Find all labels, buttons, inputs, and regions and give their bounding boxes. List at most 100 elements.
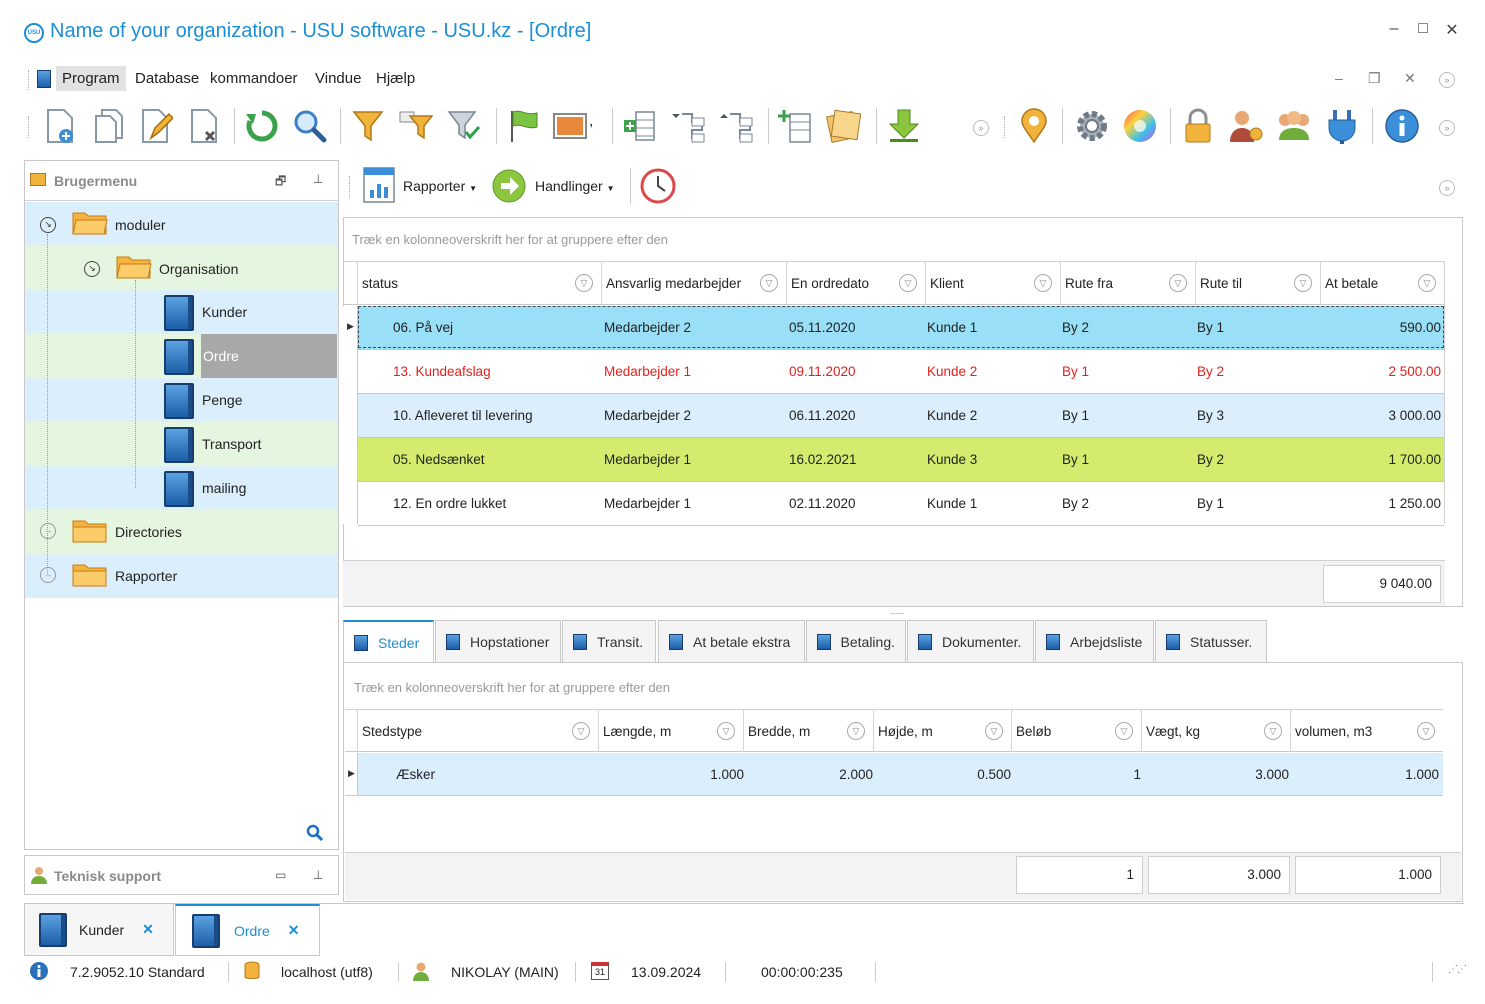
search-tree-icon[interactable] <box>306 824 324 842</box>
filter-settings-icon[interactable] <box>396 106 436 146</box>
clock-icon[interactable] <box>640 168 676 204</box>
refresh-icon[interactable] <box>242 106 282 146</box>
menu-more-icon[interactable]: » <box>1439 72 1455 88</box>
reports-dropdown[interactable]: Rapporter ▼ <box>403 178 477 194</box>
menu-kommandoer[interactable]: kommandoer <box>210 70 298 87</box>
resize-grip-icon[interactable]: ⋰⋰ <box>1448 964 1467 975</box>
tab-transit[interactable]: Transit. <box>562 620 656 662</box>
mdi-minimize-button[interactable]: – <box>1335 70 1343 86</box>
expand-rapporter-icon[interactable]: → <box>40 567 56 583</box>
collapse-tree-icon[interactable] <box>716 106 756 146</box>
close-tab-icon[interactable]: ✕ <box>287 922 300 938</box>
download-icon[interactable] <box>884 106 924 146</box>
picture-icon[interactable] <box>552 106 592 146</box>
close-button[interactable]: ✕ <box>1445 22 1459 39</box>
mdi-restore-button[interactable]: ❐ <box>1368 70 1381 86</box>
tab-betaling[interactable]: Betaling. <box>806 620 906 662</box>
col-header-laengde[interactable]: Længde, m ▽ <box>599 710 744 752</box>
menu-program[interactable]: Program <box>56 66 126 91</box>
subtoolbar-overflow-icon[interactable]: » <box>1439 180 1455 196</box>
filter-icon[interactable]: ▽ <box>1169 274 1187 292</box>
tab-statusser[interactable]: Statusser. <box>1155 620 1267 662</box>
minimize-button[interactable]: – <box>1389 20 1399 37</box>
col-header-stedstype[interactable]: Stedstype ▽ <box>358 710 599 752</box>
actions-icon[interactable] <box>491 168 527 204</box>
map-pin-icon[interactable] <box>1014 106 1054 146</box>
table-row[interactable]: 10. Afleveret til levering Medarbejder 2 0… <box>358 394 1444 438</box>
add-row-icon[interactable] <box>776 106 816 146</box>
filter-icon[interactable]: ▽ <box>717 722 735 740</box>
col-header-ansvarlig[interactable]: Ansvarlig medarbejder ▽ <box>602 262 787 304</box>
col-header-volumen[interactable]: volumen, m3 ▽ <box>1291 710 1443 752</box>
filter-icon[interactable]: ▽ <box>575 274 593 292</box>
col-header-hojde[interactable]: Højde, m ▽ <box>874 710 1012 752</box>
toolbar-overflow-icon[interactable]: » <box>1439 120 1455 136</box>
filter-icon[interactable]: ▽ <box>1115 722 1133 740</box>
doc-tab-ordre[interactable]: Ordre ✕ <box>175 904 320 956</box>
mdi-close-button[interactable]: ✕ <box>1404 70 1416 86</box>
menu-database[interactable]: Database <box>135 70 200 87</box>
close-tab-icon[interactable]: ✕ <box>142 921 154 937</box>
col-header-bredde[interactable]: Bredde, m ▽ <box>744 710 874 752</box>
copy-icon[interactable] <box>88 106 128 146</box>
splitter-handle[interactable]: ········ <box>890 609 904 618</box>
toolbar-overflow-icon[interactable]: » <box>973 120 989 136</box>
menu-hjaelp[interactable]: Hjælp <box>376 70 416 87</box>
table-row[interactable]: Æsker 1.000 2.000 0.500 1 3.000 1.000 <box>358 753 1443 796</box>
add-column-icon[interactable] <box>620 106 660 146</box>
users-group-icon[interactable] <box>1274 106 1314 146</box>
col-header-belob[interactable]: Beløb ▽ <box>1012 710 1142 752</box>
tree-node-organisation[interactable] <box>25 246 338 290</box>
filter-icon[interactable]: ▽ <box>572 722 590 740</box>
panel-float-button[interactable]: 🗗 <box>275 174 287 188</box>
filter-apply-icon[interactable] <box>444 106 484 146</box>
filter-icon[interactable]: ▽ <box>760 274 778 292</box>
filter-icon[interactable]: ▽ <box>1418 274 1436 292</box>
maximize-button[interactable]: □ <box>1418 20 1428 37</box>
col-header-status[interactable]: status ▽ <box>358 262 602 304</box>
col-header-vaegt[interactable]: Vægt, kg ▽ <box>1142 710 1291 752</box>
col-header-rute-til[interactable]: Rute til ▽ <box>1196 262 1321 304</box>
filter-icon[interactable]: ▽ <box>1264 722 1282 740</box>
menu-vindue[interactable]: Vindue <box>315 70 362 87</box>
col-header-at-betale[interactable]: At betale ▽ <box>1321 262 1444 304</box>
doc-tab-kunder[interactable]: Kunder ✕ <box>24 904 174 956</box>
new-record-icon[interactable] <box>40 106 80 146</box>
col-header-ordredato[interactable]: En ordredato ▽ <box>787 262 926 304</box>
gear-icon[interactable] <box>1072 106 1112 146</box>
notes-icon[interactable] <box>824 106 864 146</box>
color-wheel-icon[interactable] <box>1120 106 1160 146</box>
expand-tree-icon[interactable] <box>668 106 708 146</box>
filter-icon[interactable]: ▽ <box>1417 722 1435 740</box>
support-pin-button[interactable]: ⊥ <box>313 868 324 882</box>
filter-icon[interactable]: ▽ <box>1034 274 1052 292</box>
collapse-moduler-icon[interactable]: ↘ <box>40 217 56 233</box>
flag-icon[interactable] <box>504 106 544 146</box>
filter-icon[interactable]: ▽ <box>847 722 865 740</box>
tab-at-betale-ekstra[interactable]: At betale ekstra <box>658 620 805 662</box>
col-header-klient[interactable]: Klient ▽ <box>926 262 1061 304</box>
reports-icon[interactable] <box>362 166 396 204</box>
table-row[interactable]: 12. En ordre lukket Medarbejder 1 02.11.20… <box>358 482 1444 526</box>
support-restore-button[interactable]: ▭ <box>275 868 287 882</box>
lock-icon[interactable] <box>1178 106 1218 146</box>
col-header-rute-fra[interactable]: Rute fra ▽ <box>1061 262 1196 304</box>
delete-icon[interactable] <box>184 106 224 146</box>
user-settings-icon[interactable] <box>1226 106 1266 146</box>
filter-icon[interactable]: ▽ <box>985 722 1003 740</box>
tab-dokumenter[interactable]: Dokumenter. <box>907 620 1034 662</box>
table-row[interactable]: 06. På vej Medarbejder 2 05.11.2020 Kunde 1… <box>358 306 1444 350</box>
collapse-organisation-icon[interactable]: ↘ <box>84 261 100 277</box>
expand-directories-icon[interactable]: → <box>40 523 56 539</box>
filter-icon[interactable]: ▽ <box>899 274 917 292</box>
panel-pin-button[interactable]: ⊥ <box>313 172 324 186</box>
tab-hopstationer[interactable]: Hopstationer <box>435 620 561 662</box>
info-icon[interactable] <box>1382 106 1422 146</box>
table-row[interactable]: 13. Kundeafslag Medarbejder 1 09.11.2020 Ku… <box>358 350 1444 394</box>
edit-icon[interactable] <box>136 106 176 146</box>
actions-dropdown[interactable]: Handlinger ▼ <box>535 178 615 194</box>
filter-icon[interactable] <box>348 106 388 146</box>
table-row[interactable]: 05. Nedsænket Medarbejder 1 16.02.2021 Kund… <box>358 438 1444 482</box>
search-icon[interactable] <box>290 106 330 146</box>
tab-steder[interactable]: Steder <box>343 620 434 663</box>
